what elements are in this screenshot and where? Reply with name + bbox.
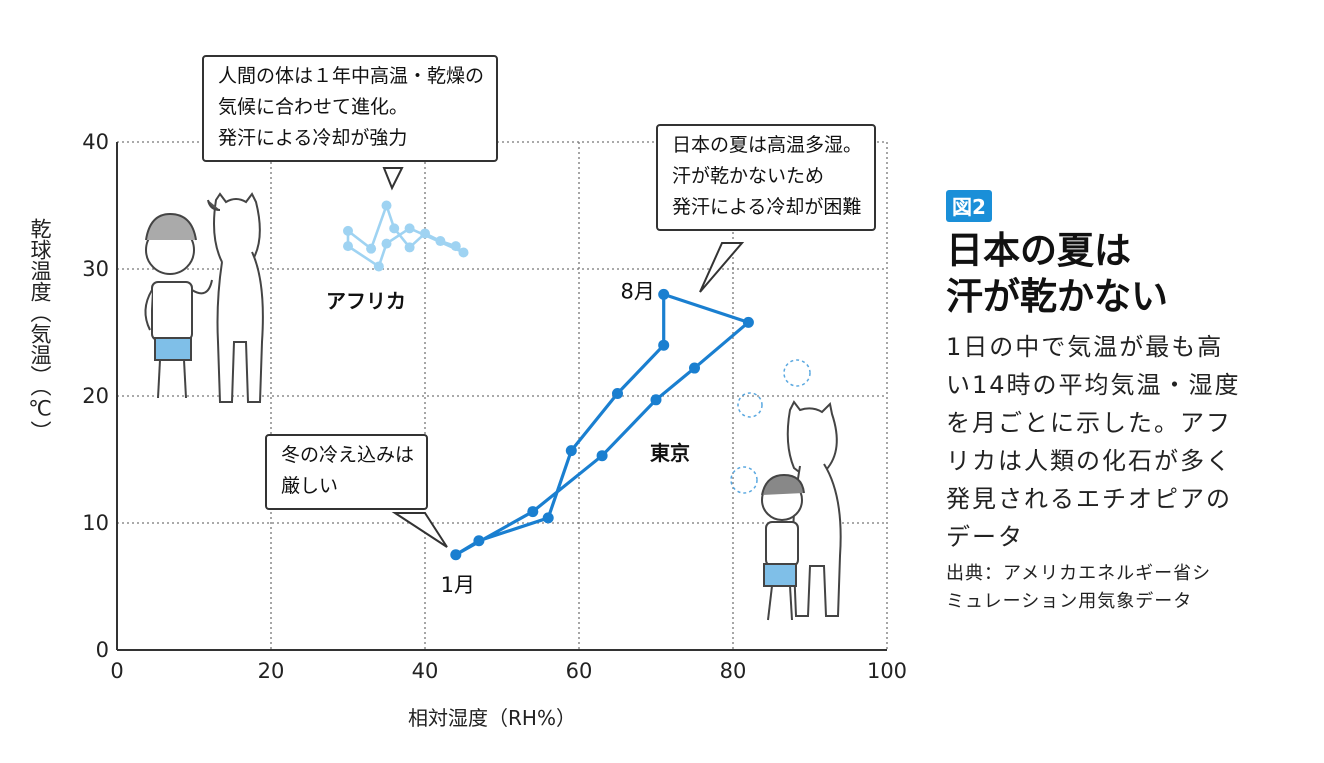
chart-series <box>343 200 754 561</box>
callout-japan-line-1: 日本の夏は高温多湿。 <box>672 134 863 156</box>
callout-winter: 冬の冷え込みは 厳しい <box>265 434 429 510</box>
y-tick-label: 30 <box>82 257 109 281</box>
data-point-africa <box>343 225 353 236</box>
series-line-tokyo <box>454 292 751 557</box>
data-point-tokyo <box>542 512 554 524</box>
data-point-africa <box>450 241 461 252</box>
callout-japan: 日本の夏は高温多湿。 汗が乾かないため 発汗による冷却が困難 <box>656 124 877 231</box>
steam-icon <box>730 359 811 494</box>
illustrations <box>144 192 842 621</box>
source-note: 出典：アメリカエネルギー省シ ミュレーション用気象データ <box>946 560 1320 616</box>
y-tick-label: 40 <box>82 130 109 154</box>
x-tick-label: 40 <box>412 659 439 683</box>
x-tick-label: 80 <box>720 659 747 683</box>
callout-africa: 人間の体は１年中高温・乾燥の 気候に合わせて進化。 発汗による冷却が強力 <box>202 55 499 162</box>
data-point-africa <box>389 223 400 234</box>
callout-africa-line-2: 気候に合わせて進化。 <box>218 96 409 118</box>
callout-winter-tail <box>391 512 448 548</box>
description-line-2: い14時の平均気温・湿度 <box>946 371 1241 399</box>
data-point-tokyo <box>658 288 670 300</box>
callout-japan-line-2: 汗が乾かないため <box>672 165 825 187</box>
annotation-january: 1月 <box>441 573 475 597</box>
horse-illustration-right <box>786 400 842 617</box>
series-label-africa: アフリカ <box>326 289 406 313</box>
data-point-tokyo <box>565 445 577 457</box>
headline-line-1: 日本の夏は <box>946 229 1131 272</box>
series-label-tokyo: 東京 <box>650 441 690 465</box>
chart-ticks: 0 20 40 60 80 100 0 10 20 30 40 <box>82 130 907 683</box>
annotation-august: 8月 <box>621 279 655 303</box>
person-illustration-left <box>144 212 213 399</box>
data-point-africa <box>381 200 392 211</box>
headline: 日本の夏は 汗が乾かない <box>946 228 1320 320</box>
data-point-tokyo <box>650 394 662 406</box>
data-point-africa <box>420 228 430 239</box>
y-tick-label: 0 <box>96 638 109 662</box>
chart-labels: 相対湿度（RH%） 乾球温度（気温）（℃） 東京 アフリカ 1月 8月 <box>28 167 745 730</box>
data-point-tokyo <box>689 362 700 374</box>
source-line-1: 出典：アメリカエネルギー省シ <box>946 563 1212 584</box>
description-line-6: データ <box>946 523 1024 551</box>
description-line-4: リカは人類の化石が多く <box>946 447 1232 475</box>
y-tick-label: 20 <box>82 384 109 408</box>
data-point-tokyo <box>596 450 608 462</box>
callout-winter-line-1: 冬の冷え込みは <box>281 444 415 466</box>
callout-winter-line-2: 厳しい <box>281 475 339 497</box>
source-line-2: ミュレーション用気象データ <box>946 591 1193 612</box>
boy-illustration-right <box>761 473 805 621</box>
y-tick-label: 10 <box>82 511 109 535</box>
data-point-africa <box>435 236 446 247</box>
figure-badge: 図2 <box>946 190 992 222</box>
callout-africa-line-3: 発汗による冷却が強力 <box>218 127 408 149</box>
x-tick-label: 0 <box>110 659 123 683</box>
horse-illustration-left <box>207 192 264 403</box>
data-point-tokyo <box>473 535 485 547</box>
chart-axes <box>116 142 887 651</box>
series-line-africa <box>346 204 465 268</box>
data-point-africa <box>366 243 377 254</box>
callout-africa-tail <box>382 167 404 191</box>
description: 1日の中で気温が最も高 い14時の平均気温・湿度 を月ごとに示した。アフ リカは… <box>946 328 1320 556</box>
data-point-africa <box>381 238 392 249</box>
data-point-africa <box>343 241 353 252</box>
callout-japan-line-3: 発汗による冷却が困難 <box>672 196 862 218</box>
data-point-africa <box>373 261 384 272</box>
callout-africa-line-1: 人間の体は１年中高温・乾燥の <box>218 65 485 87</box>
data-point-tokyo <box>612 387 623 399</box>
data-point-africa <box>404 242 415 253</box>
data-point-tokyo <box>658 339 670 351</box>
description-line-1: 1日の中で気温が最も高 <box>946 333 1224 361</box>
x-axis-title: 相対湿度（RH%） <box>408 706 576 730</box>
headline-line-2: 汗が乾かない <box>946 275 1168 318</box>
data-point-tokyo <box>742 316 754 328</box>
x-tick-label: 20 <box>258 659 285 683</box>
x-tick-label: 100 <box>867 659 907 683</box>
x-tick-label: 60 <box>566 659 593 683</box>
description-line-5: 発見されるエチオピアの <box>946 485 1232 513</box>
side-panel: 図2 日本の夏は 汗が乾かない 1日の中で気温が最も高 い14時の平均気温・湿度… <box>940 190 1320 616</box>
data-point-africa <box>458 247 469 258</box>
data-point-africa <box>404 223 415 234</box>
data-point-tokyo <box>527 506 539 518</box>
callout-japan-tail <box>699 242 745 293</box>
y-axis-title: 乾球温度（気温）（℃） <box>28 218 52 442</box>
data-point-tokyo <box>450 549 462 561</box>
description-line-3: を月ごとに示した。アフ <box>946 409 1232 437</box>
